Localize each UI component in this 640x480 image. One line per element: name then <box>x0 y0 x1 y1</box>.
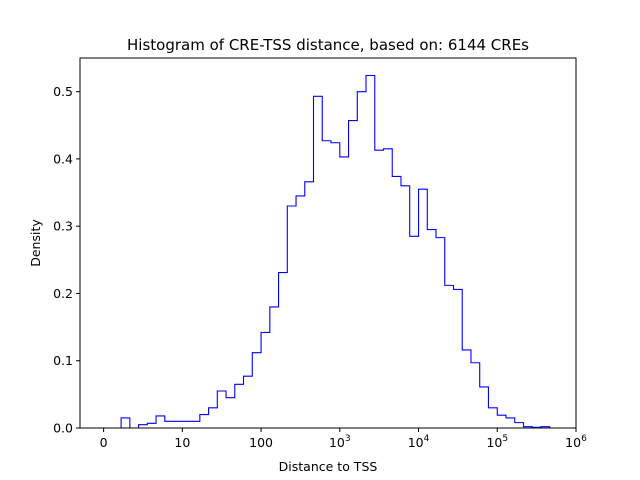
chart-title: Histogram of CRE-TSS distance, based on:… <box>127 36 529 54</box>
x-tick-label: 103 <box>329 434 351 450</box>
x-tick-label: 10 <box>174 435 190 450</box>
x-tick-label: 105 <box>486 434 508 450</box>
y-tick-label: 0.4 <box>53 151 73 166</box>
x-axis-label: Distance to TSS <box>279 459 378 474</box>
y-tick-label: 0.0 <box>53 421 73 436</box>
y-tick-label: 0.5 <box>53 84 73 99</box>
plot-area <box>79 57 577 429</box>
y-tick-label: 0.2 <box>53 286 73 301</box>
x-tick-label: 0 <box>100 435 108 450</box>
x-axis-ticks: 0 10 100 103 104 105 106 <box>100 428 587 450</box>
plot-frame <box>79 57 577 429</box>
x-tick-label: 100 <box>249 435 273 450</box>
y-axis-label: Density <box>28 219 43 267</box>
y-axis-ticks: 0.0 0.1 0.2 0.3 0.4 0.5 <box>53 84 80 436</box>
y-tick-label: 0.3 <box>53 219 73 234</box>
histogram-step-line <box>103 74 551 429</box>
y-tick-label: 0.1 <box>53 353 73 368</box>
x-tick-label: 104 <box>408 434 430 450</box>
x-tick-label: 106 <box>565 434 587 450</box>
